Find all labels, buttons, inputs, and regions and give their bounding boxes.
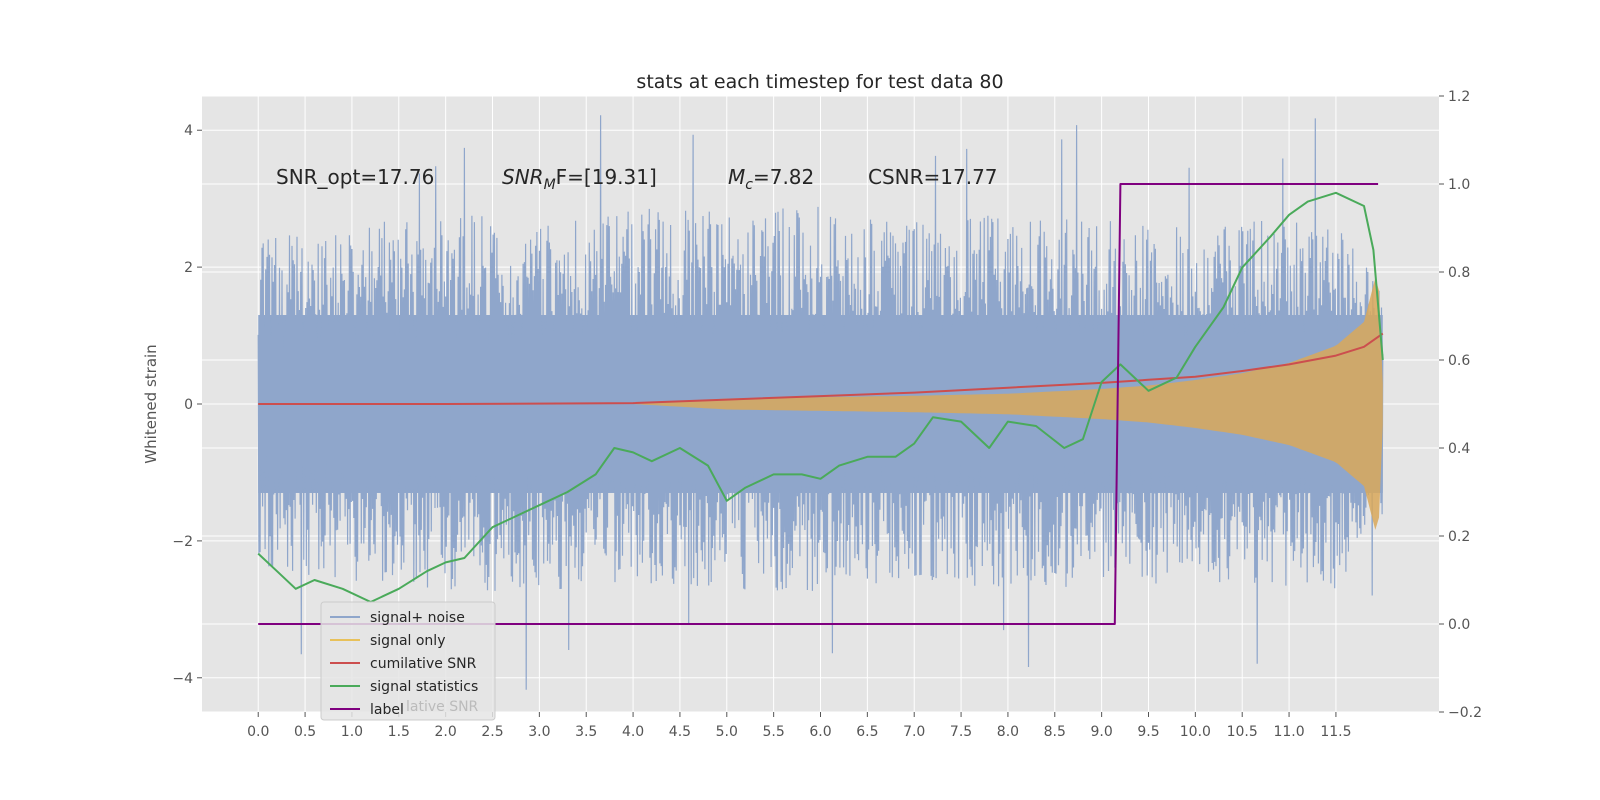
y-right-tick-label: 0.6 [1448,353,1470,369]
signal-only-area [633,278,1383,530]
x-tick-label: 6.0 [809,724,831,740]
annotation-snr-mf-prefix: SNR [502,165,544,189]
legend-label: label [370,702,404,718]
x-tick-label: 2.5 [481,724,503,740]
annotation-csnr: CSNR=17.77 [868,165,998,189]
annotation-mc: Mc=7.82 [728,165,814,193]
x-tick-label: 2.0 [435,724,457,740]
x-tick-label: 8.0 [997,724,1019,740]
annotation-mc-rest: =7.82 [753,165,814,189]
x-tick-label: 9.5 [1137,724,1159,740]
y-right-tick-label: 0.2 [1448,529,1470,545]
x-tick-label: 4.5 [669,724,691,740]
series-signal-only [633,278,1383,530]
y-tick-label: 4 [184,123,193,139]
legend: lative SNR signal+ noise signal only cumil… [320,601,496,721]
label-line [258,183,1379,625]
x-tick-label: 3.0 [528,724,550,740]
y-right-tick-label: −0.2 [1448,705,1482,721]
y-right-tick-label: 1.0 [1448,177,1470,193]
legend-overlap-text: lative SNR [406,699,479,715]
legend-box [320,601,496,721]
annotation-snr-opt: SNR_opt=17.76 [276,165,434,189]
x-tick-label: 5.0 [716,724,738,740]
x-tick-label: 6.5 [856,724,878,740]
legend-label: signal only [370,633,445,649]
y-axis-label: Whitened strain [142,344,160,463]
legend-label: signal statistics [370,679,478,695]
annotation-mc-prefix: M [728,165,745,189]
y-tick-label: −2 [172,534,193,550]
x-tick-label: 1.0 [341,724,363,740]
x-tick-label: 4.0 [622,724,644,740]
annotation-snr-mf-rest: F=[19.31] [556,165,657,189]
legend-label: signal+ noise [370,610,465,626]
x-tick-label: 3.5 [575,724,597,740]
x-tick-label: 10.0 [1180,724,1211,740]
y-right-tick-label: 0.0 [1448,617,1470,633]
x-tick-label: 11.5 [1320,724,1351,740]
series-lines [257,183,1384,625]
x-tick-label: 0.5 [294,724,316,740]
x-tick-label: 5.5 [763,724,785,740]
x-tick-label: 8.5 [1044,724,1066,740]
y-tick-label: 0 [184,397,193,413]
axes: 0.0 0.5 1.0 1.5 2.0 2.5 3.0 3.5 4.0 4.5 5.0 5.5 6.0 6… [172,89,1482,740]
x-tick-label: 0.0 [247,724,269,740]
legend-label: cumilative SNR [370,656,477,672]
y-tick-label: −4 [172,671,193,687]
y-right-tick-label: 0.4 [1448,441,1470,457]
signal-statistics-line [257,191,1384,603]
x-tick-label: 9.0 [1091,724,1113,740]
annotation-snr-mf: SNRMF=[19.31] [502,165,657,193]
noise-trace [257,115,1384,690]
x-tick-label: 7.0 [903,724,925,740]
x-tick-label: 10.5 [1227,724,1258,740]
y-right-tick-label: 0.8 [1448,265,1470,281]
chart-title: stats at each timestep for test data 80 [636,71,1003,93]
y-right-tick-label: 1.2 [1448,89,1470,105]
y-tick-label: 2 [184,260,193,276]
x-tick-label: 7.5 [950,724,972,740]
x-tick-label: 11.0 [1273,724,1304,740]
annotation-mc-sub: c [745,177,753,193]
annotation-snr-mf-sub: M [544,177,556,193]
x-tick-label: 1.5 [388,724,410,740]
